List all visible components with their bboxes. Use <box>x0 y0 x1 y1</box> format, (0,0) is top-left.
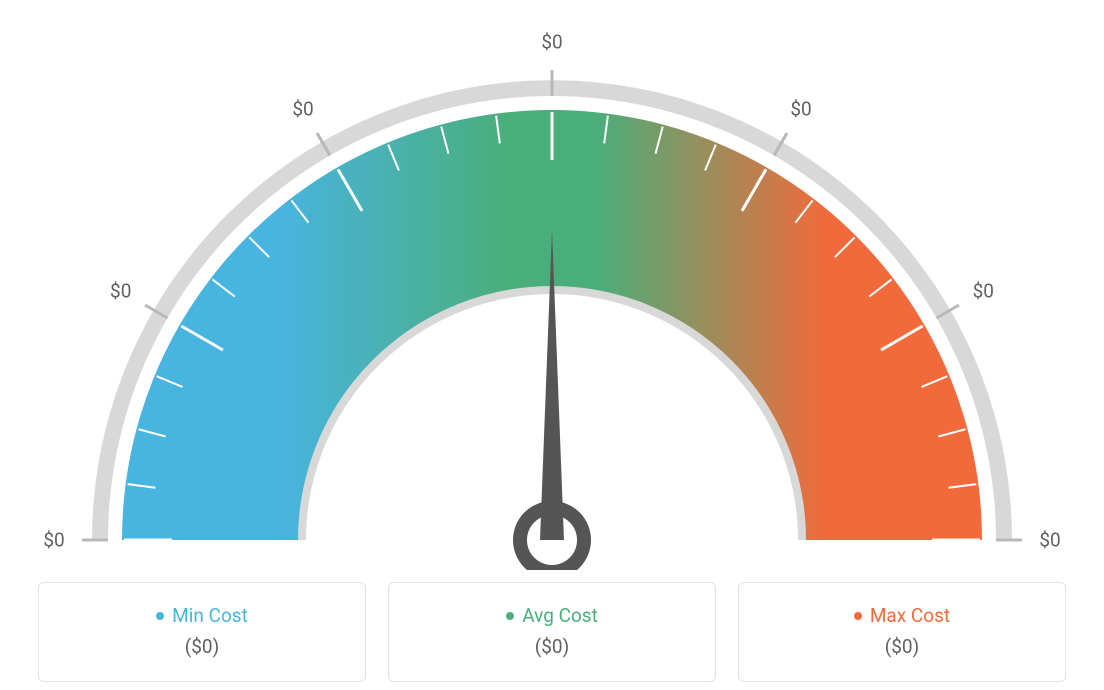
legend-card-avg: Avg Cost ($0) <box>388 582 716 682</box>
gauge-tick-label: $0 <box>790 97 811 120</box>
legend-card-min: Min Cost ($0) <box>38 582 366 682</box>
gauge-tick-label: $0 <box>973 280 994 303</box>
gauge-tick-label: $0 <box>541 31 562 54</box>
legend-label-max: Max Cost <box>870 604 950 627</box>
legend-value-max: ($0) <box>885 635 919 658</box>
gauge-tick-label: $0 <box>110 280 131 303</box>
gauge-tick-label: $0 <box>292 97 313 120</box>
legend-label-min: Min Cost <box>172 604 248 627</box>
legend-label-avg: Avg Cost <box>522 604 598 627</box>
legend-title-min: Min Cost <box>156 604 248 627</box>
gauge-svg <box>0 0 1104 570</box>
legend-title-avg: Avg Cost <box>506 604 598 627</box>
legend-dot-max <box>854 612 862 620</box>
gauge-tick-label: $0 <box>43 529 64 552</box>
legend-value-avg: ($0) <box>535 635 569 658</box>
legend-title-max: Max Cost <box>854 604 950 627</box>
legend-row: Min Cost ($0) Avg Cost ($0) Max Cost ($0… <box>38 582 1066 682</box>
gauge-tick-label: $0 <box>1039 529 1060 552</box>
gauge-chart: $0 $0 $0 $0 $0 $0 $0 <box>0 0 1104 570</box>
legend-value-min: ($0) <box>185 635 219 658</box>
chart-container: $0 $0 $0 $0 $0 $0 $0 Min Cost ($0) Avg Cost ($… <box>0 0 1104 690</box>
legend-card-max: Max Cost ($0) <box>738 582 1066 682</box>
legend-dot-min <box>156 612 164 620</box>
legend-dot-avg <box>506 612 514 620</box>
